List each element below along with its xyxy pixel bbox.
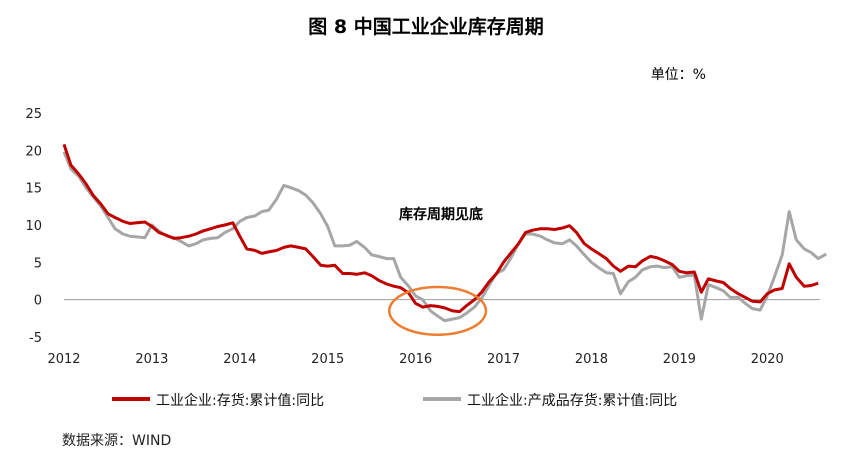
annotation-label: 库存周期见底 (399, 206, 483, 223)
x-tick-label: 2016 (399, 352, 432, 367)
x-tick-label: 2017 (487, 352, 520, 367)
chart-title: 图 8 中国工业企业库存周期 (308, 15, 543, 38)
y-tick-label: 15 (25, 182, 42, 197)
y-tick-label: -5 (29, 331, 42, 346)
y-tick-label: 5 (34, 256, 42, 271)
y-tick-label: 25 (25, 107, 42, 122)
y-tick-labels: 25 20 15 10 5 0 -5 (25, 107, 42, 346)
series-line-finished-goods (62, 151, 827, 323)
x-tick-labels: 2012 2013 2014 2015 2016 2017 2018 2019 2020 (47, 352, 783, 367)
y-tick-label: 20 (25, 144, 42, 159)
series-lines (62, 143, 827, 323)
x-tick-label: 2013 (135, 352, 168, 367)
y-tick-label: 10 (25, 219, 42, 234)
x-tick-label: 2019 (663, 352, 696, 367)
source-note: 数据来源：WIND (62, 433, 171, 449)
series-line-inventory (62, 143, 819, 314)
x-tick-label: 2020 (751, 352, 784, 367)
x-tick-label: 2012 (47, 352, 80, 367)
legend-label-finished-goods: 工业企业:产成品存货:累计值:同比 (467, 392, 677, 409)
trough-highlight-ellipse (388, 285, 488, 337)
x-tick-label: 2015 (311, 352, 344, 367)
unit-label: 单位：% (651, 67, 706, 83)
x-tick-label: 2018 (575, 352, 608, 367)
legend: 工业企业:存货:累计值:同比 工业企业:产成品存货:累计值:同比 (112, 392, 677, 409)
x-tick-label: 2014 (223, 352, 256, 367)
legend-label-inventory: 工业企业:存货:累计值:同比 (156, 392, 324, 409)
y-tick-label: 0 (34, 294, 42, 309)
